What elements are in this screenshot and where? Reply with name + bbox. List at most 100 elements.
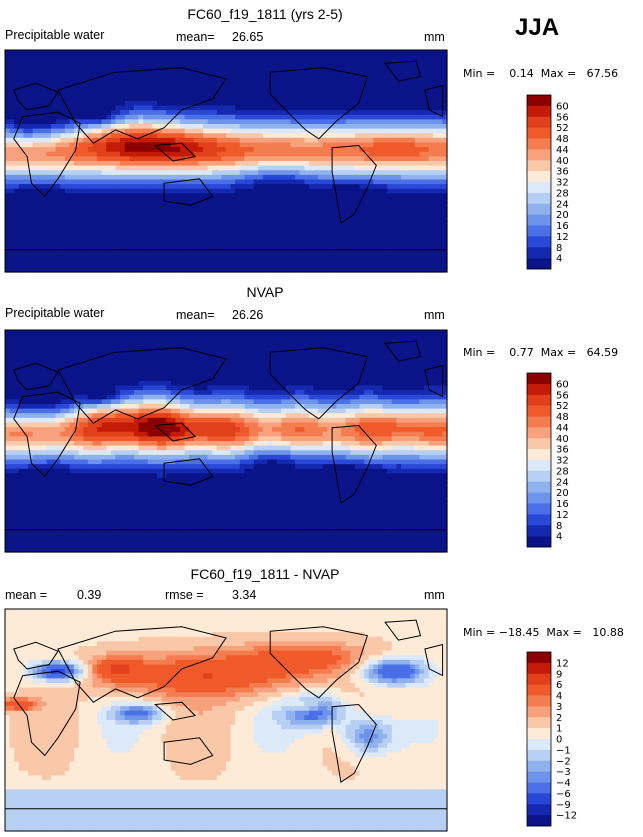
map-cell [161, 124, 167, 130]
map-cell [221, 147, 227, 153]
map-cell [387, 216, 393, 222]
map-cell [272, 174, 278, 181]
map-cell [442, 230, 448, 236]
map-cell [368, 211, 374, 218]
map-cell [364, 225, 370, 231]
map-cell [170, 239, 176, 245]
map-cell [377, 188, 384, 194]
map-cell [92, 230, 98, 236]
map-cell [281, 59, 287, 65]
map-cell [32, 133, 38, 139]
map-cell [345, 100, 351, 107]
map-cell [423, 91, 430, 97]
map-cell [258, 73, 264, 79]
map-cell [207, 54, 213, 60]
map-cell [290, 87, 296, 93]
map-cell [92, 248, 98, 255]
map-cell [322, 258, 328, 264]
map-cell [244, 137, 250, 144]
map-cell [170, 137, 176, 144]
map-cell [64, 170, 71, 176]
map-cell [410, 161, 416, 167]
map-cell [253, 87, 259, 93]
map-cell [138, 133, 144, 139]
map-cell [129, 207, 135, 213]
map-cell [308, 59, 315, 65]
map-cell [308, 267, 315, 273]
map-cell [32, 124, 38, 130]
map-cell [410, 96, 416, 102]
map-cell [41, 198, 48, 204]
map-cell [179, 239, 186, 245]
map-cell [189, 91, 195, 97]
map-cell [382, 50, 388, 56]
map-cell [253, 207, 259, 213]
map-cell [78, 161, 84, 167]
map-cell [207, 258, 213, 264]
map-cell [281, 184, 287, 190]
map-cell [350, 110, 356, 116]
map-cell [368, 330, 374, 336]
map-cell [170, 142, 176, 148]
map-cell [74, 230, 80, 236]
map-cell [285, 225, 292, 231]
map-cell [331, 244, 338, 250]
map-cell [308, 193, 315, 199]
map-cell [230, 124, 236, 130]
map-cell [110, 68, 117, 74]
map-cell [83, 54, 89, 60]
map-cell [345, 221, 351, 227]
map-cell [207, 50, 213, 56]
map-cell [313, 174, 319, 181]
map-cell [322, 54, 328, 60]
map-cell [373, 137, 379, 144]
map-cell [391, 147, 397, 153]
map-cell [110, 211, 117, 218]
map-cell [258, 198, 264, 204]
map-cell [423, 151, 430, 157]
map-cell [41, 142, 48, 148]
map-cell [267, 161, 273, 167]
map-cell [437, 77, 443, 83]
map-cell [37, 91, 43, 97]
map-cell [69, 165, 75, 171]
map-cell [405, 216, 411, 222]
map-cell [14, 211, 20, 218]
map-cell [262, 184, 269, 190]
map-cell [290, 96, 296, 102]
map-cell [18, 142, 25, 148]
map-cell [5, 253, 11, 259]
map-cell [295, 235, 301, 241]
map-cell [115, 330, 121, 336]
map-cell [28, 211, 34, 218]
map-cell [373, 216, 379, 222]
map-cell [377, 334, 384, 340]
map-cell [97, 77, 103, 83]
map-cell [78, 50, 84, 56]
map-cell [92, 77, 98, 83]
map-cell [313, 339, 319, 345]
map-cell [414, 235, 420, 241]
map-cell [410, 339, 416, 345]
map-cell [377, 225, 384, 231]
map-cell [37, 96, 43, 102]
map-cell [133, 151, 140, 157]
map-cell [387, 59, 393, 65]
map-cell [373, 339, 379, 345]
map-cell [69, 50, 75, 56]
map-cell [97, 225, 103, 231]
map-cell [387, 87, 393, 93]
map-cell [253, 119, 259, 125]
map-cell [276, 216, 282, 222]
map-cell [230, 133, 236, 139]
map-cell [9, 174, 15, 181]
map-cell [276, 105, 282, 111]
map-cell [189, 82, 195, 88]
map-cell [253, 221, 259, 227]
map-cell [97, 244, 103, 250]
map-cell [23, 253, 29, 259]
map-cell [216, 100, 222, 107]
map-cell [18, 339, 25, 345]
map-cell [235, 216, 241, 222]
map-cell [437, 179, 443, 185]
